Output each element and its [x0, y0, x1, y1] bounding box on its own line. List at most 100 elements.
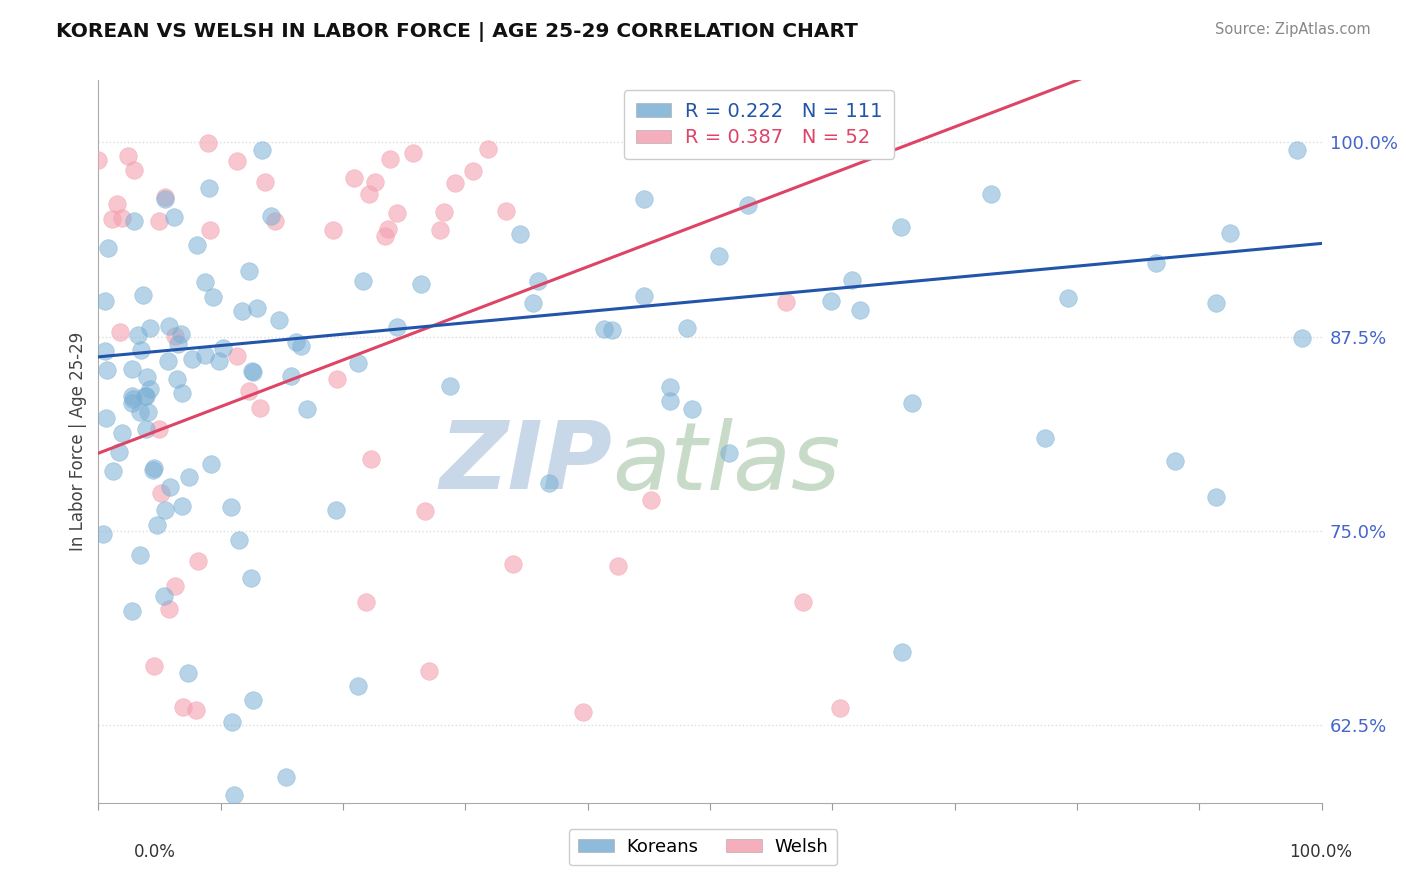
Point — [153, 192, 176, 206]
Point — [129, 343, 152, 358]
Point — [429, 223, 451, 237]
Point — [377, 221, 399, 235]
Point — [136, 405, 159, 419]
Point — [135, 389, 157, 403]
Point — [276, 771, 298, 785]
Point — [1033, 431, 1056, 445]
Point — [87, 153, 110, 168]
Point — [143, 658, 166, 673]
Point — [890, 219, 912, 234]
Text: Source: ZipAtlas.com: Source: ZipAtlas.com — [1215, 22, 1371, 37]
Legend: Koreans, Welsh: Koreans, Welsh — [569, 829, 837, 865]
Point — [527, 274, 550, 288]
Text: KOREAN VS WELSH IN LABOR FORCE | AGE 25-29 CORRELATION CHART: KOREAN VS WELSH IN LABOR FORCE | AGE 25-… — [56, 22, 858, 42]
Point — [122, 392, 145, 406]
Point — [194, 275, 217, 289]
Point — [820, 293, 842, 308]
Point — [439, 378, 461, 392]
Point — [347, 356, 370, 370]
Point — [502, 557, 524, 571]
Point — [121, 396, 143, 410]
Point — [129, 548, 152, 562]
Point — [177, 665, 200, 680]
Text: 0.0%: 0.0% — [134, 843, 176, 861]
Point — [290, 339, 312, 353]
Point — [242, 365, 264, 379]
Point — [385, 320, 408, 334]
Point — [901, 396, 924, 410]
Point — [980, 187, 1002, 202]
Point — [127, 327, 149, 342]
Point — [134, 389, 156, 403]
Point — [1057, 291, 1080, 305]
Point — [254, 175, 277, 189]
Point — [122, 214, 145, 228]
Point — [418, 664, 440, 678]
Point — [600, 323, 623, 337]
Point — [101, 211, 124, 226]
Point — [830, 701, 852, 715]
Point — [163, 328, 186, 343]
Point — [280, 369, 302, 384]
Point — [163, 211, 186, 225]
Point — [267, 313, 290, 327]
Point — [1205, 490, 1227, 504]
Point — [197, 136, 219, 150]
Point — [326, 372, 349, 386]
Point — [443, 176, 465, 190]
Point — [221, 500, 243, 515]
Point — [409, 277, 432, 291]
Point — [607, 559, 630, 574]
Point — [630, 136, 652, 150]
Point — [360, 451, 382, 466]
Point — [297, 401, 319, 416]
Point — [347, 679, 370, 693]
Point — [250, 144, 273, 158]
Point — [737, 197, 759, 211]
Point — [124, 162, 146, 177]
Point — [841, 272, 863, 286]
Point — [172, 386, 194, 401]
Point — [380, 152, 402, 166]
Text: atlas: atlas — [612, 417, 841, 508]
Point — [132, 288, 155, 302]
Point — [658, 394, 681, 409]
Point — [103, 464, 125, 478]
Point — [226, 154, 249, 169]
Point — [97, 241, 120, 255]
Point — [165, 578, 187, 592]
Point — [94, 344, 117, 359]
Point — [202, 290, 225, 304]
Point — [522, 295, 544, 310]
Point — [228, 533, 250, 548]
Point — [1164, 454, 1187, 468]
Point — [343, 170, 366, 185]
Point — [718, 445, 741, 459]
Point — [198, 223, 221, 237]
Point — [239, 571, 262, 585]
Point — [157, 602, 180, 616]
Point — [792, 595, 814, 609]
Point — [675, 321, 697, 335]
Point — [110, 425, 132, 440]
Point — [121, 604, 143, 618]
Point — [172, 700, 194, 714]
Point — [179, 470, 201, 484]
Point — [221, 714, 243, 729]
Point — [477, 142, 499, 156]
Point — [681, 401, 703, 416]
Point — [197, 181, 219, 195]
Point — [121, 389, 143, 403]
Point — [238, 264, 260, 278]
Point — [264, 213, 287, 227]
Point — [105, 196, 128, 211]
Point — [200, 457, 222, 471]
Point — [249, 401, 271, 415]
Point — [139, 321, 162, 335]
Point — [167, 336, 190, 351]
Point — [242, 692, 264, 706]
Point — [352, 274, 374, 288]
Point — [707, 249, 730, 263]
Point — [153, 589, 176, 603]
Point — [238, 384, 260, 399]
